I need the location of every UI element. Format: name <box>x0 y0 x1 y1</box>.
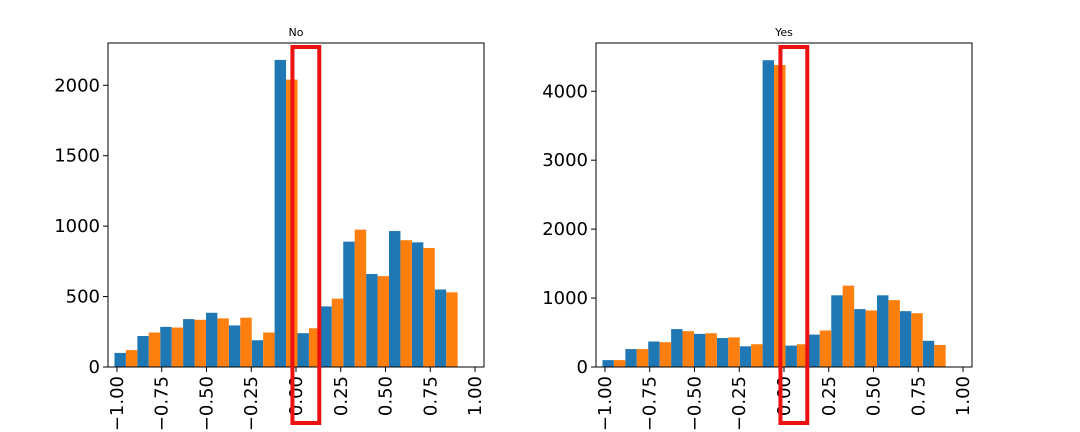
bar <box>819 330 832 367</box>
bar <box>400 240 412 367</box>
y-tick-label: 1000 <box>54 216 100 237</box>
x-tick-label: −0.75 <box>152 376 173 431</box>
bar <box>205 312 218 367</box>
bar <box>602 360 614 367</box>
bar <box>716 338 729 367</box>
bar <box>751 344 763 367</box>
x-tick-label: 0.75 <box>420 376 441 416</box>
bar <box>796 344 809 367</box>
x-tick-label: −0.50 <box>684 376 705 431</box>
y-tick-label: 1500 <box>54 146 100 167</box>
y-tick-label: 0 <box>577 357 588 378</box>
y-tick-label: 3000 <box>542 150 588 171</box>
bar <box>785 345 797 367</box>
y-tick-label: 2000 <box>54 75 100 96</box>
bar <box>434 289 447 367</box>
bar <box>682 331 694 367</box>
bar <box>446 292 458 367</box>
x-tick-label: −0.75 <box>640 376 661 431</box>
bar <box>217 318 229 367</box>
x-tick-label: 1.00 <box>953 376 974 416</box>
x-tick-label: 1.00 <box>465 376 486 416</box>
highlight-box <box>290 45 322 425</box>
bar <box>366 274 378 367</box>
bar <box>331 298 344 367</box>
bar <box>183 319 195 367</box>
x-tick-label: −1.00 <box>595 376 616 431</box>
bar <box>240 317 252 367</box>
x-tick-label: −0.25 <box>241 376 262 431</box>
bar <box>728 337 740 367</box>
bar <box>648 341 660 367</box>
y-tick-label: 0 <box>89 357 100 378</box>
bar <box>899 311 912 367</box>
bar <box>194 319 206 367</box>
bar <box>274 59 287 367</box>
bar <box>411 242 424 367</box>
y-tick-label: 500 <box>66 287 100 308</box>
x-tick-label: 0.00 <box>286 376 307 416</box>
x-tick-label: −0.25 <box>729 376 750 431</box>
bar <box>354 229 367 367</box>
highlight-box <box>778 45 810 425</box>
bar <box>842 285 855 367</box>
bar <box>911 313 923 367</box>
x-tick-label: 0.00 <box>774 376 795 416</box>
bar <box>137 336 149 367</box>
bar <box>693 333 706 367</box>
bar <box>388 231 401 367</box>
bar <box>659 342 672 367</box>
bar <box>922 340 935 367</box>
bar <box>251 340 264 367</box>
bar <box>308 328 321 367</box>
bar <box>625 349 637 367</box>
bar <box>343 241 355 367</box>
bar <box>613 360 626 367</box>
y-tick-label: 4000 <box>542 81 588 102</box>
x-tick-label: 0.25 <box>331 376 352 416</box>
bar <box>739 346 752 367</box>
x-tick-label: 0.25 <box>819 376 840 416</box>
bar <box>934 344 946 367</box>
bar <box>320 306 332 367</box>
bar <box>228 325 241 367</box>
bar <box>171 327 184 367</box>
x-tick-label: 0.50 <box>864 376 885 416</box>
x-tick-label: −1.00 <box>107 376 128 431</box>
bar <box>263 332 275 367</box>
subplot-no: No 0 500 1000 1500 2000 −1.00 −0.75 −0.50 −0.25 0… <box>54 26 486 431</box>
bar <box>705 333 717 367</box>
bar <box>762 60 775 368</box>
bar <box>125 350 138 367</box>
bar <box>854 309 866 367</box>
bar <box>888 300 900 367</box>
subplot-title: Yes <box>774 26 793 39</box>
subplot-yes: Yes 0 1000 2000 3000 4000 −1.00 −0.75 −0.50 −0.2… <box>542 26 974 431</box>
bar <box>808 334 820 367</box>
bar <box>114 352 126 367</box>
y-tick-label: 2000 <box>542 219 588 240</box>
x-tick-label: 0.75 <box>908 376 929 416</box>
bar <box>297 333 309 367</box>
bar <box>865 310 878 367</box>
bar <box>423 247 435 367</box>
bar <box>671 329 683 367</box>
x-tick-label: 0.50 <box>376 376 397 416</box>
bar <box>377 276 390 367</box>
bar <box>876 295 889 367</box>
bar <box>831 295 843 367</box>
subplot-title: No <box>289 26 304 39</box>
bar <box>636 349 649 367</box>
y-tick-label: 1000 <box>542 288 588 309</box>
bar <box>160 326 172 367</box>
x-tick-label: −0.50 <box>196 376 217 431</box>
bar <box>148 332 161 367</box>
